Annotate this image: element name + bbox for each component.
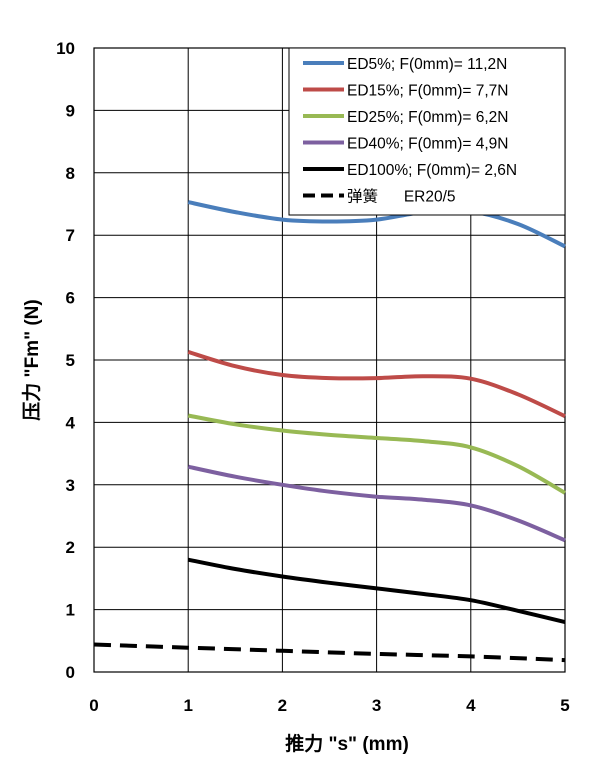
x-tick-label-3: 3 [372, 696, 381, 715]
y-tick-label-0: 0 [66, 663, 75, 682]
y-tick-label-3: 3 [66, 476, 75, 495]
y-tick-label-8: 8 [66, 164, 75, 183]
series-line-5 [93, 642, 566, 663]
x-tick-label-2: 2 [278, 696, 287, 715]
legend-label-4: ED100%; F(0mm)= 2,6N [347, 162, 517, 179]
y-tick-label-9: 9 [66, 101, 75, 120]
y-tick-label-10: 10 [56, 39, 75, 58]
x-tick-label-4: 4 [466, 696, 476, 715]
legend-label-2: ED25%; F(0mm)= 6,2N [347, 109, 509, 126]
series-line-2 [187, 413, 566, 495]
x-tick-label-0: 0 [89, 696, 98, 715]
y-axis-title: 压力 "Fm" (N) [20, 299, 43, 420]
series-layer [93, 200, 566, 663]
series-line-4 [187, 557, 566, 625]
legend-label-0: ED5%; F(0mm)= 11,2N [347, 56, 507, 73]
legend: ED5%; F(0mm)= 11,2N ED15%; F(0mm)= 7,7N ED… [288, 47, 566, 216]
x-axis-title: 推力 "s" (mm) [285, 732, 409, 755]
tick-labels: 0 1 2 3 4 5 6 7 8 9 10 0 1 2 3 4 5 [56, 39, 570, 715]
legend-label-3: ED40%; F(0mm)= 4,9N [347, 136, 509, 153]
legend-label-5: 弹簧 ER20/5 [347, 188, 456, 206]
legend-box [288, 47, 566, 216]
y-tick-label-1: 1 [66, 601, 75, 620]
series-line-1 [187, 349, 566, 419]
x-tick-label-1: 1 [183, 696, 192, 715]
y-tick-label-4: 4 [66, 413, 76, 432]
series-line-3 [187, 464, 566, 543]
legend-label-1: ED15%; F(0mm)= 7,7N [347, 83, 509, 100]
series-line-0 [187, 200, 566, 249]
y-tick-label-6: 6 [66, 289, 75, 308]
y-tick-label-7: 7 [66, 226, 75, 245]
y-tick-label-2: 2 [66, 538, 75, 557]
x-tick-label-5: 5 [560, 696, 569, 715]
grid [93, 47, 566, 673]
y-tick-label-5: 5 [66, 351, 75, 370]
